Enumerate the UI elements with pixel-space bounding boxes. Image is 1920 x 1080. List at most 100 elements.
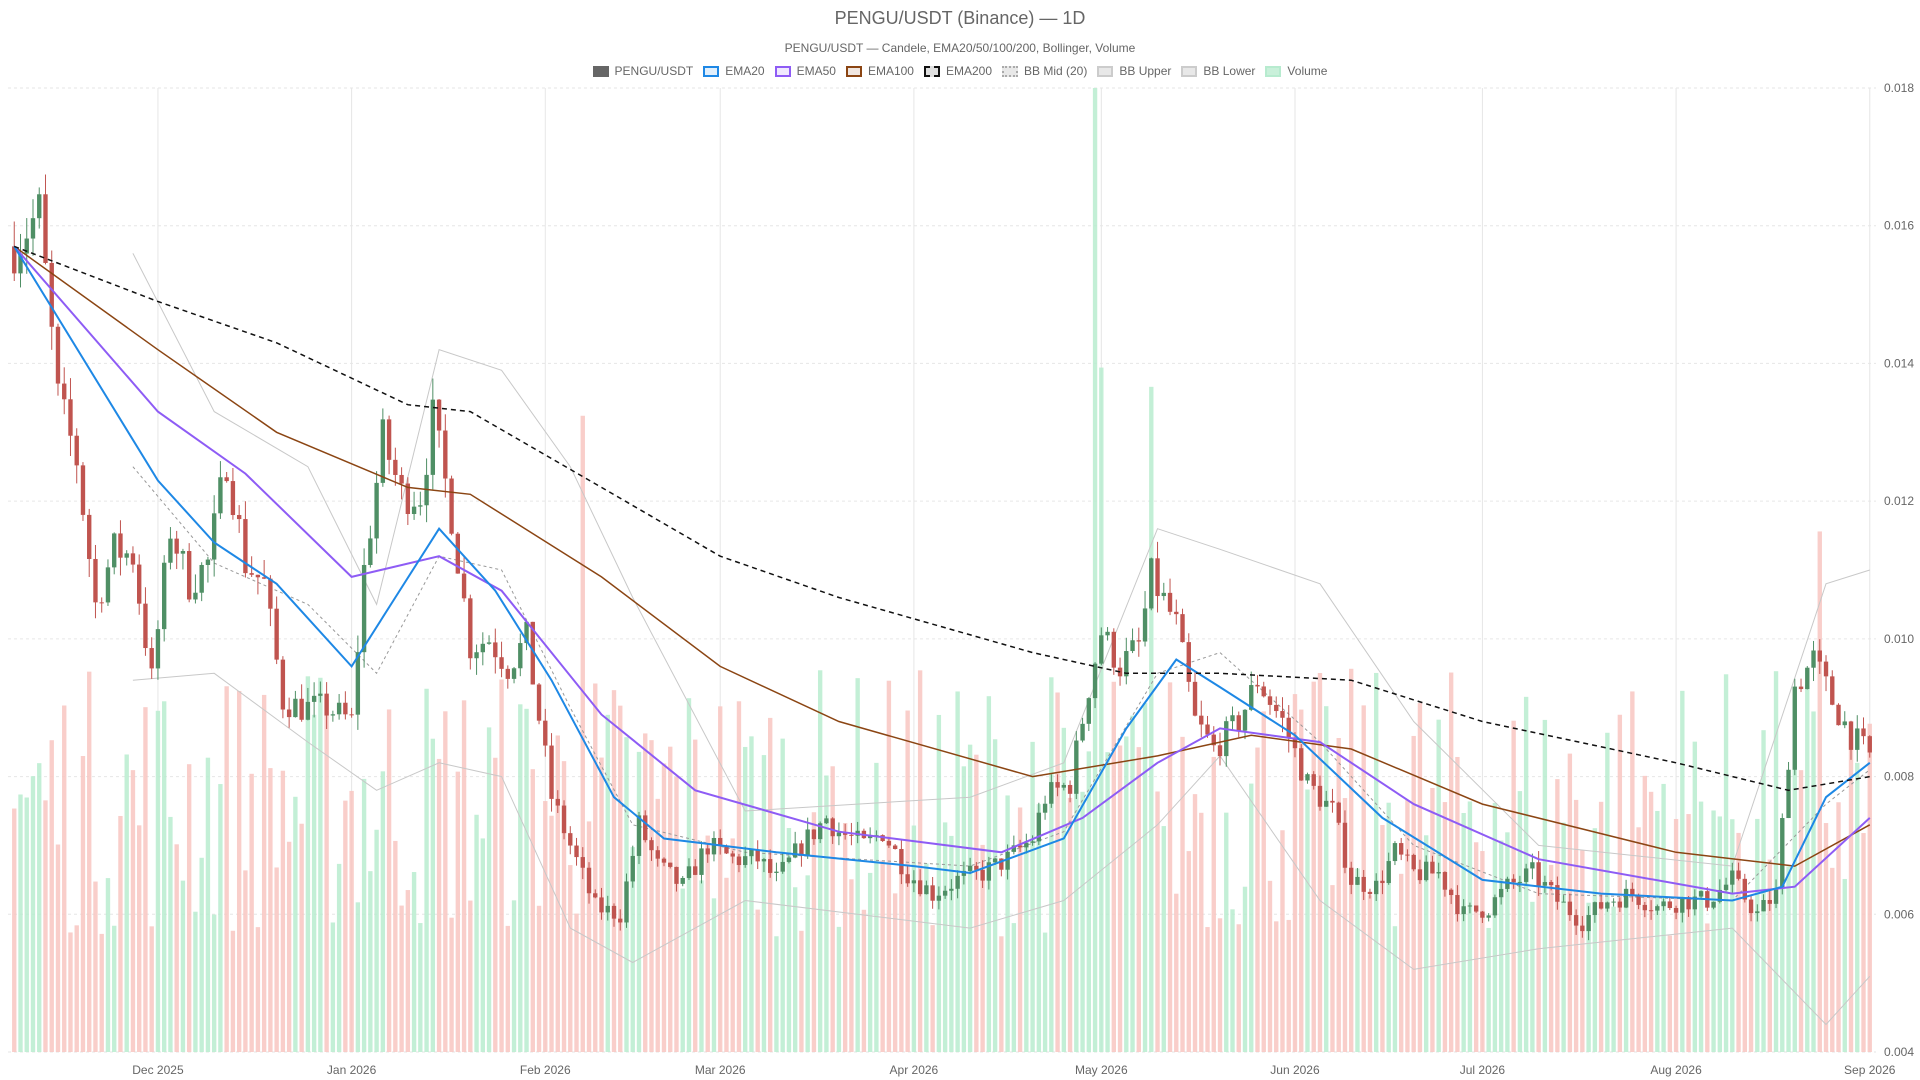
volume-bar <box>724 877 729 1052</box>
y-tick-label: 0.016 <box>1884 219 1914 233</box>
volume-bar <box>1517 791 1523 1052</box>
volume-bar <box>112 925 117 1052</box>
volume-bar <box>1186 851 1191 1052</box>
legend-item-bblower[interactable]: BB Lower <box>1181 64 1255 78</box>
candle-body <box>1174 611 1179 615</box>
legend-item-bbupper[interactable]: BB Upper <box>1097 64 1171 78</box>
volume-bar <box>1036 804 1042 1052</box>
volume-bar <box>193 911 198 1052</box>
candle-body <box>811 829 817 840</box>
legend-item-ema200[interactable]: EMA200 <box>923 64 992 78</box>
x-tick-label: Jan 2026 <box>327 1063 377 1077</box>
candle-body <box>137 564 142 604</box>
volume-bar <box>374 829 379 1052</box>
candle-body <box>68 399 73 436</box>
candle-body <box>1848 721 1854 750</box>
volume-bar <box>1461 813 1466 1052</box>
candle-body <box>805 829 810 856</box>
volume-bar <box>1030 741 1035 1052</box>
legend-item-price[interactable]: PENGU/USDT <box>592 64 693 78</box>
volume-bar <box>1442 802 1448 1052</box>
candle-body <box>436 399 442 431</box>
candle-body <box>661 858 667 863</box>
volume-bar <box>1848 735 1854 1052</box>
legend-item-ema50[interactable]: EMA50 <box>774 64 836 78</box>
volume-bar <box>842 823 848 1052</box>
volume-bar <box>1448 672 1454 1052</box>
volume-bar <box>711 898 717 1052</box>
volume-bar <box>1711 810 1716 1052</box>
volume-bar <box>1386 802 1391 1052</box>
x-tick-label: May 2026 <box>1075 1063 1128 1077</box>
candle-body <box>1367 891 1373 895</box>
candle-body <box>636 815 642 856</box>
volume-bar <box>730 838 735 1052</box>
volume-bar <box>318 677 323 1052</box>
candle-body <box>1042 803 1048 813</box>
volume-bar <box>1067 797 1073 1052</box>
candle-body <box>1024 842 1029 848</box>
volume-bar <box>749 736 754 1052</box>
volume-bar <box>1611 906 1616 1052</box>
candle-body <box>905 874 910 884</box>
legend-item-ema20[interactable]: EMA20 <box>703 64 765 78</box>
candle-body <box>18 253 23 274</box>
candle-body <box>1598 902 1604 909</box>
candle-body <box>480 643 485 653</box>
legend-swatch-price <box>592 65 609 77</box>
candle-body <box>1617 901 1623 908</box>
volume-bar <box>186 764 192 1052</box>
candle-body <box>1136 640 1141 642</box>
volume-bar <box>168 816 173 1052</box>
volume-bar <box>1836 802 1841 1052</box>
volume-bar <box>1336 738 1341 1052</box>
candle-body <box>1199 715 1204 725</box>
candle-body <box>1111 631 1116 668</box>
volume-bar <box>1161 826 1166 1052</box>
candle-body <box>37 194 42 219</box>
volume-bar <box>505 925 510 1052</box>
volume-bar <box>105 878 111 1052</box>
volume-bar <box>817 670 823 1052</box>
candle-body <box>99 602 104 604</box>
candle-body <box>1442 872 1448 890</box>
candle-body <box>1067 784 1073 794</box>
volume-bar <box>1086 751 1092 1052</box>
candle-body <box>693 866 698 875</box>
candle-body <box>355 652 361 715</box>
candle-body <box>1186 642 1191 682</box>
candle-body <box>586 867 592 894</box>
candle-body <box>992 858 998 863</box>
y-tick-label: 0.006 <box>1884 907 1914 921</box>
volume-bar <box>343 800 348 1052</box>
candle-body <box>1473 905 1479 912</box>
candle-body <box>536 684 542 721</box>
legend-item-volume[interactable]: Volume <box>1265 64 1327 78</box>
candle-body <box>574 845 579 858</box>
volume-bar <box>1092 88 1098 1052</box>
volume-bar <box>1786 866 1791 1052</box>
volume-bar <box>1661 783 1666 1052</box>
legend-item-bbmid[interactable]: BB Mid (20) <box>1002 64 1087 78</box>
candle-body <box>836 832 842 837</box>
volume-bar <box>474 814 479 1052</box>
candle-body <box>630 855 635 882</box>
volume-bar <box>899 873 904 1052</box>
legend-item-ema100[interactable]: EMA100 <box>845 64 914 78</box>
candle-body <box>530 621 535 685</box>
ema50-line <box>13 245 1871 895</box>
candle-body <box>293 698 298 718</box>
volume-bar <box>1355 868 1360 1052</box>
candle-body <box>162 562 167 630</box>
candle-body <box>1798 686 1804 690</box>
candle-body <box>1386 861 1391 884</box>
volume-bar <box>718 706 723 1052</box>
candle-body <box>924 885 929 895</box>
volume-bar <box>1805 684 1810 1052</box>
volume-bar <box>743 746 748 1052</box>
candle-body <box>1611 901 1616 903</box>
candle-body <box>1686 897 1691 910</box>
volume-bar <box>386 709 392 1052</box>
legend-swatch-volume <box>1265 65 1282 77</box>
candle-body <box>524 621 529 644</box>
